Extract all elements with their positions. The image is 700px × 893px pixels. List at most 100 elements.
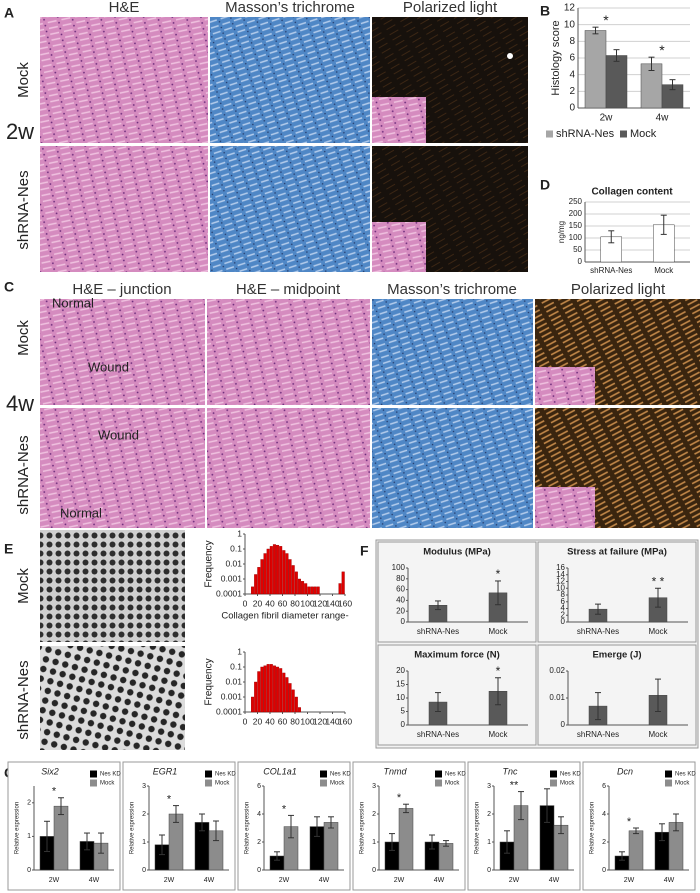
panel-letter: A <box>4 5 14 21</box>
y-tick-label: 5 <box>401 707 406 716</box>
micrograph <box>207 408 370 528</box>
micrograph <box>210 146 370 272</box>
chart-title: Stress at failure (MPa) <box>567 547 667 558</box>
x-tick-label: shRNA-Nes <box>417 730 459 739</box>
y-tick-label: 0.01 <box>225 676 242 686</box>
y-tick-label: 1 <box>237 646 242 656</box>
y-tick-label: 250 <box>569 197 583 206</box>
y-axis-label: Histology score <box>550 20 562 95</box>
x-tick-label: 2W <box>164 877 175 884</box>
significance-mark: * <box>659 42 665 58</box>
significance-mark: * <box>603 12 609 28</box>
bar <box>53 805 69 871</box>
x-tick-label: 2W <box>279 877 290 884</box>
histogram-bar <box>266 664 270 713</box>
y-axis-label: ng/mg <box>557 221 566 243</box>
y-axis-label: Relative expression <box>245 802 251 854</box>
image-label: Wound <box>88 359 129 374</box>
histogram-bar <box>263 553 267 595</box>
y-tick-label: 0.001 <box>221 573 243 583</box>
x-tick-label: shRNA-Nes <box>417 627 459 636</box>
x-tick-label: 60 <box>278 598 288 608</box>
legend-swatch <box>90 779 97 787</box>
histogram-bar <box>285 677 289 713</box>
chart-title: Dcn <box>617 766 633 776</box>
histogram-bar <box>257 567 261 595</box>
y-tick-label: 15 <box>396 680 405 689</box>
histogram-bar <box>254 574 258 595</box>
inset <box>535 487 595 528</box>
legend-label: Mock <box>215 781 230 787</box>
column-header: Masson’s trichrome <box>225 0 355 16</box>
x-tick-label: 2W <box>509 877 520 884</box>
row-label: shRNA-Nes <box>15 435 32 514</box>
column-header: H&E <box>109 0 140 16</box>
significance-mark: * <box>52 786 57 798</box>
y-tick-label: 0.0001 <box>216 706 242 716</box>
bar <box>323 822 339 871</box>
legend-label: Nes KD <box>560 772 581 778</box>
x-tick-label: Mock <box>654 266 674 275</box>
y-axis-label: Relative expression <box>360 802 366 854</box>
legend-label: Mock <box>100 781 115 787</box>
column-header: Polarized light <box>403 0 498 16</box>
micrograph <box>372 408 533 528</box>
y-tick-label: 4 <box>569 69 575 80</box>
histogram-bar <box>285 553 289 595</box>
y-tick-label: 0.01 <box>549 693 565 702</box>
y-tick-label: 8 <box>561 590 566 599</box>
histogram-bar <box>341 571 345 595</box>
bar <box>605 55 628 109</box>
x-tick-label: 4W <box>319 877 330 884</box>
x-tick-label: 60 <box>278 716 288 726</box>
micrograph <box>372 299 533 405</box>
x-tick-label: 20 <box>253 716 263 726</box>
column-header: H&E – midpoint <box>236 281 341 298</box>
panel-frame <box>537 541 697 643</box>
x-tick-label: 160 <box>338 716 352 726</box>
significance-mark: * <box>496 664 501 678</box>
x-tick-label: Mock <box>488 730 508 739</box>
x-tick-label: Mock <box>648 627 668 636</box>
x-tick-label: 40 <box>265 716 275 726</box>
legend-swatch <box>320 770 327 778</box>
y-tick-label: 8 <box>569 36 575 47</box>
legend-swatch <box>550 779 557 787</box>
histogram-bar <box>260 559 264 595</box>
legend-swatch <box>550 770 557 778</box>
micrograph <box>40 646 185 750</box>
x-tick-label: 4W <box>664 877 675 884</box>
y-tick-label: 2 <box>257 839 261 846</box>
y-tick-label: 10 <box>396 693 405 702</box>
x-tick-label: 2W <box>624 877 635 884</box>
histogram-bar <box>297 578 301 595</box>
y-tick-label: 6 <box>561 597 566 606</box>
column-header: H&E – junction <box>72 281 171 298</box>
y-tick-label: 80 <box>396 574 405 583</box>
y-axis-label: Relative expression <box>130 802 136 854</box>
chart-title: Tnc <box>502 766 518 776</box>
chart-title: Collagen content <box>591 187 673 198</box>
y-tick-label: 0 <box>372 867 376 874</box>
x-tick-label: Mock <box>648 730 668 739</box>
legend-swatch <box>665 779 672 787</box>
legend-label: Nes KD <box>100 772 121 778</box>
histogram-bar <box>282 550 286 595</box>
x-axis-label: Collagen fibril diameter range- <box>221 611 348 622</box>
histogram-bar <box>307 586 311 595</box>
histogram-bar <box>291 689 295 713</box>
y-tick-label: 6 <box>602 783 606 790</box>
bar <box>438 843 454 871</box>
y-tick-label: 20 <box>396 666 405 675</box>
legend-label: Mock <box>445 781 460 787</box>
y-tick-label: 10 <box>564 19 576 30</box>
column-header: Polarized light <box>571 281 666 298</box>
y-tick-label: 2 <box>569 86 575 97</box>
histogram-bar <box>279 546 283 595</box>
x-tick-label: Mock <box>488 627 508 636</box>
inset <box>372 97 426 143</box>
legend-swatch <box>320 779 327 787</box>
y-tick-label: 3 <box>142 783 146 790</box>
x-tick-label: 0 <box>243 598 248 608</box>
y-tick-label: 20 <box>396 606 405 615</box>
